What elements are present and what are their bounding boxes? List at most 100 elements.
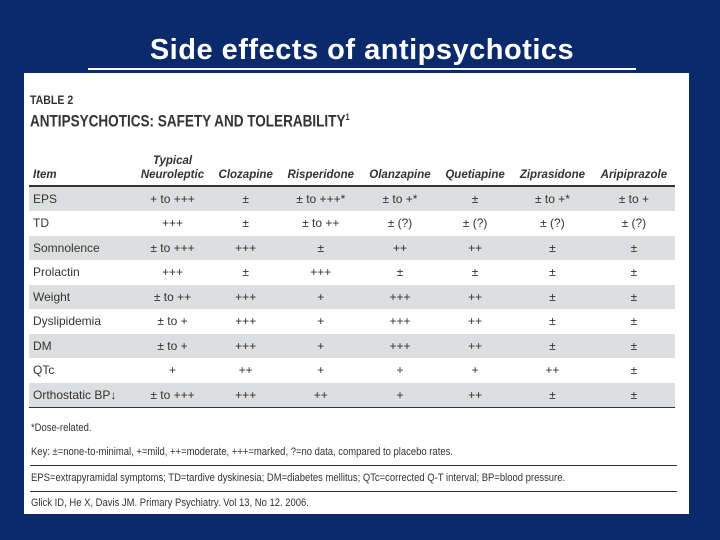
table-cell: +++ [211, 309, 280, 334]
table-row: Weight ± to ++ +++ + +++ ++ ± ± [29, 284, 675, 310]
table-cell: +++ [211, 333, 280, 359]
table-row: DM ± to + +++ + +++ ++ ± ± [29, 333, 675, 359]
table-cell: ++ [512, 358, 593, 383]
table-cell: ± to ++ [133, 284, 212, 310]
table-row: Dyslipidemia ± to + +++ + +++ ++ ± ± [29, 309, 675, 334]
table-cell: ++ [438, 284, 513, 310]
table-cell: ± [438, 260, 513, 285]
table-cell: +++ [361, 284, 439, 310]
table-cell: ± [512, 260, 593, 285]
table-cell: ++ [438, 235, 513, 261]
footnote-key: Key: ±=none-to-minimal, +=mild, ++=moder… [31, 446, 453, 458]
table-cell: ± (?) [361, 211, 439, 236]
table-cell: +++ [361, 333, 439, 359]
table-cell: ++ [279, 382, 362, 408]
table-cell: + [279, 284, 362, 310]
table-cell: +++ [211, 284, 280, 310]
header-quetiapine: Quetiapine [438, 148, 513, 187]
table-cell: ± (?) [512, 211, 593, 236]
table-cell: +++ [361, 309, 439, 334]
footnote-dose: *Dose-related. [31, 422, 92, 434]
table-cell: + [133, 358, 212, 383]
table-cell: + [279, 333, 362, 359]
header-aripiprazole: Aripiprazole [592, 148, 675, 187]
table-cell: ± to +++ [133, 235, 212, 261]
table-cell: ± to ++ [279, 211, 362, 236]
table-row: TD +++ ± ± to ++ ± (?) ± (?) ± (?) ± (?) [29, 211, 675, 236]
table-cell: ± to +* [361, 186, 439, 212]
table-row: Orthostatic BP↓ ± to +++ +++ ++ + ++ ± ± [29, 382, 675, 408]
table-title-text: ANTIPSYCHOTICS: SAFETY AND TOLERABILITY [30, 112, 346, 131]
row-label: Prolactin [29, 260, 134, 285]
table-cell: + to +++ [133, 186, 212, 212]
table-cell: ± [512, 382, 593, 408]
row-label: TD [29, 211, 134, 236]
table-cell: ± [512, 284, 593, 310]
table-row: EPS + to +++ ± ± to +++* ± to +* ± ± to +* ± to… [29, 186, 675, 212]
table-cell: ± (?) [438, 211, 513, 236]
row-label: DM [29, 333, 134, 359]
footnote-abbreviations: EPS=extrapyramidal symptoms; TD=tardive … [31, 472, 566, 484]
table-cell: ++ [211, 358, 280, 383]
header-clozapine: Clozapine [211, 148, 280, 187]
table-row: QTc + ++ + + + ++ ± [29, 358, 675, 383]
header-olanzapine: Olanzapine [361, 148, 439, 187]
table-cell: ++ [361, 235, 439, 261]
table-cell: ± to +++* [279, 186, 362, 212]
header-item: Item [29, 148, 134, 187]
table-cell: + [279, 309, 362, 334]
row-label: EPS [29, 186, 134, 212]
table-cell: ± to + [133, 333, 212, 359]
table-cell: ± [211, 211, 280, 236]
table-cell: +++ [133, 260, 212, 285]
table-cell: ± to +* [512, 186, 593, 212]
table-cell: ± [512, 235, 593, 261]
table-cell: ± [279, 235, 362, 261]
table-row: Prolactin +++ ± +++ ± ± ± ± [29, 260, 675, 285]
table-cell: ± [592, 260, 675, 285]
table-cell: ± to + [592, 186, 675, 212]
table-cell: ± [592, 309, 675, 334]
table-cell: +++ [211, 235, 280, 261]
table-cell: ++ [438, 309, 513, 334]
header-typical: Typical Neuroleptic [133, 148, 212, 187]
table-body: EPS + to +++ ± ± to +++* ± to +* ± ± to +* ± to… [29, 186, 675, 408]
table-cell: ± [592, 358, 675, 383]
footnote-citation: Glick ID, He X, Davis JM. Primary Psychi… [31, 497, 309, 509]
row-label: Dyslipidemia [29, 309, 134, 334]
table-cell: ± [592, 235, 675, 261]
header-risperidone: Risperidone [279, 148, 362, 187]
table-label: TABLE 2 [30, 93, 74, 107]
table-title-sup: 1 [345, 112, 350, 122]
row-label: Somnolence [29, 235, 134, 261]
table-cell: + [361, 382, 439, 408]
divider [30, 465, 677, 466]
table-cell: ± to +++ [133, 382, 212, 408]
header-typical-line2: Neuroleptic [140, 169, 205, 181]
table-card: TABLE 2 ANTIPSYCHOTICS: SAFETY AND TOLER… [24, 73, 689, 514]
table-cell: + [279, 358, 362, 383]
header-row: Item Typical Neuroleptic Clozapine Risper… [29, 148, 675, 187]
table-title: ANTIPSYCHOTICS: SAFETY AND TOLERABILITY1 [30, 112, 350, 132]
table-cell: ± [592, 284, 675, 310]
table-cell: ++ [438, 382, 513, 408]
table-row: Somnolence ± to +++ +++ ± ++ ++ ± ± [29, 235, 675, 261]
safety-table: Item Typical Neuroleptic Clozapine Risper… [29, 148, 675, 408]
table-cell: ± (?) [592, 211, 675, 236]
table-cell: ± [361, 260, 439, 285]
table-cell: ± [438, 186, 513, 212]
row-label: Orthostatic BP↓ [29, 382, 134, 408]
row-label: QTc [29, 358, 134, 383]
table-cell: + [438, 358, 513, 383]
table-cell: ± [211, 186, 280, 212]
table-cell: ± [512, 309, 593, 334]
table-cell: ± [592, 333, 675, 359]
table-cell: ++ [438, 333, 513, 359]
table-cell: ± [592, 382, 675, 408]
slide-title: Side effects of antipsychotics [88, 34, 636, 70]
table-cell: ± [512, 333, 593, 359]
table-cell: +++ [211, 382, 280, 408]
row-label: Weight [29, 284, 134, 310]
table-cell: + [361, 358, 439, 383]
header-typical-line1: Typical [152, 155, 193, 167]
